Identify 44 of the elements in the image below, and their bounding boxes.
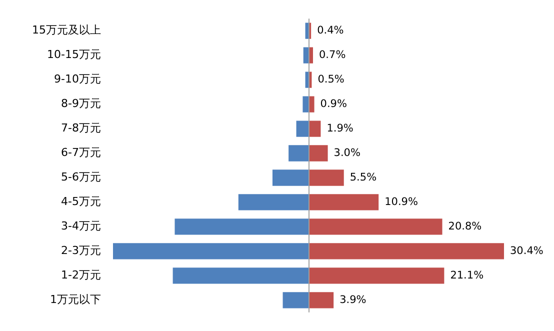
bar [308,218,442,235]
data-label: 10.9% [384,196,418,208]
bar [272,170,308,186]
y-tick-label: 15万元及以上 [32,24,101,37]
data-label: 5.5% [350,171,377,184]
data-label: 21.1% [450,269,484,282]
bar [282,292,308,308]
data-label: 0.5% [318,74,344,86]
y-tick-label: 1-2万元 [61,268,101,282]
data-label: 0.7% [319,49,346,62]
data-label: 3.9% [340,294,366,306]
data-label: 20.8% [448,220,482,232]
data-label: 1.9% [326,122,354,135]
bar [305,22,308,39]
y-tick-label: 1万元以下 [50,293,101,306]
bar [302,96,308,112]
bar [288,145,308,162]
y-tick-label: 9-10万元 [54,72,101,86]
bar [303,47,308,64]
y-tick-label: 6-7万元 [61,146,101,160]
bar [308,120,321,137]
bar [308,292,334,308]
y-tick-label: 3-4万元 [61,220,101,233]
bar [172,268,308,284]
y-tick-label: 10-15万元 [47,48,101,62]
data-label: 0.4% [317,24,344,37]
bar [308,268,444,284]
y-tick-label: 4-5万元 [61,195,101,208]
y-tick-label: 5-6万元 [61,170,101,184]
data-label: 0.9% [320,98,347,110]
bar [112,243,308,260]
data-label: 30.4% [510,244,544,257]
bar [308,194,379,210]
bar [238,194,308,210]
bar [308,170,344,186]
bar [308,243,504,260]
bar [174,218,308,235]
bar [308,145,328,162]
y-tick-label: 2-3万元 [61,244,101,258]
y-tick-label: 8-9万元 [61,97,101,110]
y-tick-label: 7-8万元 [61,122,101,135]
bar [296,120,308,137]
bar [305,72,308,88]
data-label: 3.0% [334,146,360,159]
